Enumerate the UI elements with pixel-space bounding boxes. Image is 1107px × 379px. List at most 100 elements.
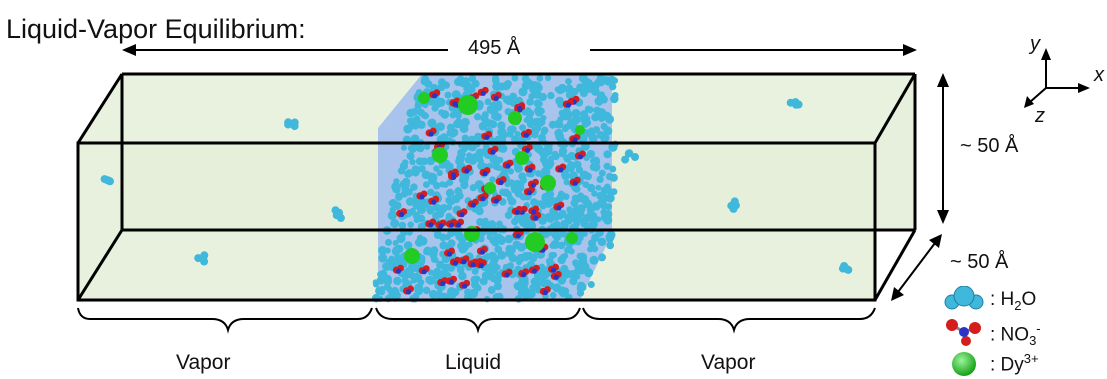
nitrate-nitrogen (448, 222, 455, 228)
nitrate-nitrogen (515, 233, 521, 239)
water-atom (492, 275, 502, 285)
water-atom (414, 283, 424, 293)
water-atom (378, 253, 388, 263)
water-atom (489, 237, 496, 244)
water-atom (442, 81, 450, 89)
dysprosium-ion (566, 232, 578, 244)
water-atom (553, 221, 560, 228)
water-atom (589, 255, 599, 265)
water-atom (554, 121, 562, 129)
water-atom (414, 102, 422, 110)
water-atom (471, 288, 479, 296)
water-atom (506, 195, 514, 202)
nitrate-nitrogen (572, 180, 578, 186)
water-atom (587, 239, 597, 248)
water-atom (603, 134, 610, 141)
water-atom (406, 117, 414, 125)
water-atom (571, 115, 581, 125)
nitrate-nitrogen (480, 196, 486, 202)
water-atom (581, 77, 591, 87)
nitrate-nitrogen (432, 93, 438, 99)
nitrate-nitrogen (531, 209, 537, 215)
water-atom (526, 80, 536, 89)
water-atom (586, 210, 596, 220)
nitrate-nitrogen (553, 274, 560, 280)
water-atom (416, 143, 425, 153)
water-atom (405, 188, 413, 196)
nitrate-nitrogen (504, 272, 510, 278)
water-atom (587, 183, 596, 193)
water-atom (584, 105, 592, 113)
water-atom (532, 279, 542, 289)
water-atom (593, 106, 601, 114)
nitrate-nitrogen (493, 95, 499, 101)
water-atom (409, 158, 416, 166)
water-atom (427, 118, 437, 128)
water-atom (456, 192, 464, 200)
water-atom (585, 84, 594, 93)
nitrate-nitrogen (527, 167, 533, 173)
nitrate-nitrogen (447, 251, 453, 257)
dysprosium-ion (404, 248, 420, 264)
water-atom (426, 276, 436, 285)
water-atom (570, 199, 579, 207)
nitrate-nitrogen (449, 279, 455, 285)
water-atom (388, 255, 395, 263)
water-atom (487, 266, 496, 275)
nitrate-nitrogen (524, 147, 531, 153)
water-atom (519, 124, 527, 132)
water-atom (605, 193, 615, 203)
water-atom (548, 120, 557, 129)
dysprosium-ion (525, 232, 545, 252)
water-atom (445, 204, 453, 211)
water-atom (488, 120, 498, 129)
water-atom (504, 96, 514, 105)
water-atom (536, 106, 544, 114)
nitrate-nitrogen (514, 209, 520, 215)
vapor-water-cluster (786, 98, 795, 107)
water-atom (378, 288, 386, 296)
vapor-water-cluster (631, 153, 639, 161)
brace-vapor-left (77, 307, 373, 334)
water-atom (572, 273, 580, 281)
water-atom (439, 233, 447, 242)
nitrate-nitrogen (450, 172, 456, 178)
water-atom (598, 169, 606, 177)
water-atom (591, 113, 600, 122)
water-atom (517, 180, 525, 188)
water-atom (393, 178, 400, 185)
water-atom (551, 150, 559, 159)
water-atom (522, 291, 531, 300)
water-atom (498, 144, 508, 153)
water-atom (432, 211, 441, 220)
vapor-water-cluster (621, 155, 630, 164)
nitrate-nitrogen (438, 223, 444, 229)
water-atom (457, 241, 466, 251)
nitrate-nitrogen (484, 134, 490, 140)
water-atom (496, 235, 506, 244)
water-atom (397, 167, 406, 175)
water-atom (423, 143, 431, 150)
water-atom (396, 233, 406, 244)
legend-item-nitrate: : NO3- (942, 318, 1102, 348)
nitrate-nitrogen (452, 260, 459, 266)
nitrate-nitrogen (440, 280, 446, 287)
molecule-cluster (100, 74, 853, 303)
water-atom (557, 190, 565, 197)
water-atom (441, 203, 448, 211)
water-atom (471, 280, 480, 290)
water-atom (407, 208, 414, 216)
nitrate-nitrogen (479, 249, 486, 255)
nitrate-nitrogen (464, 168, 470, 174)
water-atom (517, 216, 524, 224)
water-atom (563, 269, 571, 276)
water-atom (494, 282, 502, 291)
nitrate-nitrogen (517, 105, 523, 112)
water-atom (579, 261, 589, 271)
water-atom (492, 82, 501, 91)
dysprosium-ion (484, 182, 496, 194)
water-atom (376, 275, 386, 285)
region-braces (77, 307, 876, 334)
water-atom (571, 108, 581, 118)
